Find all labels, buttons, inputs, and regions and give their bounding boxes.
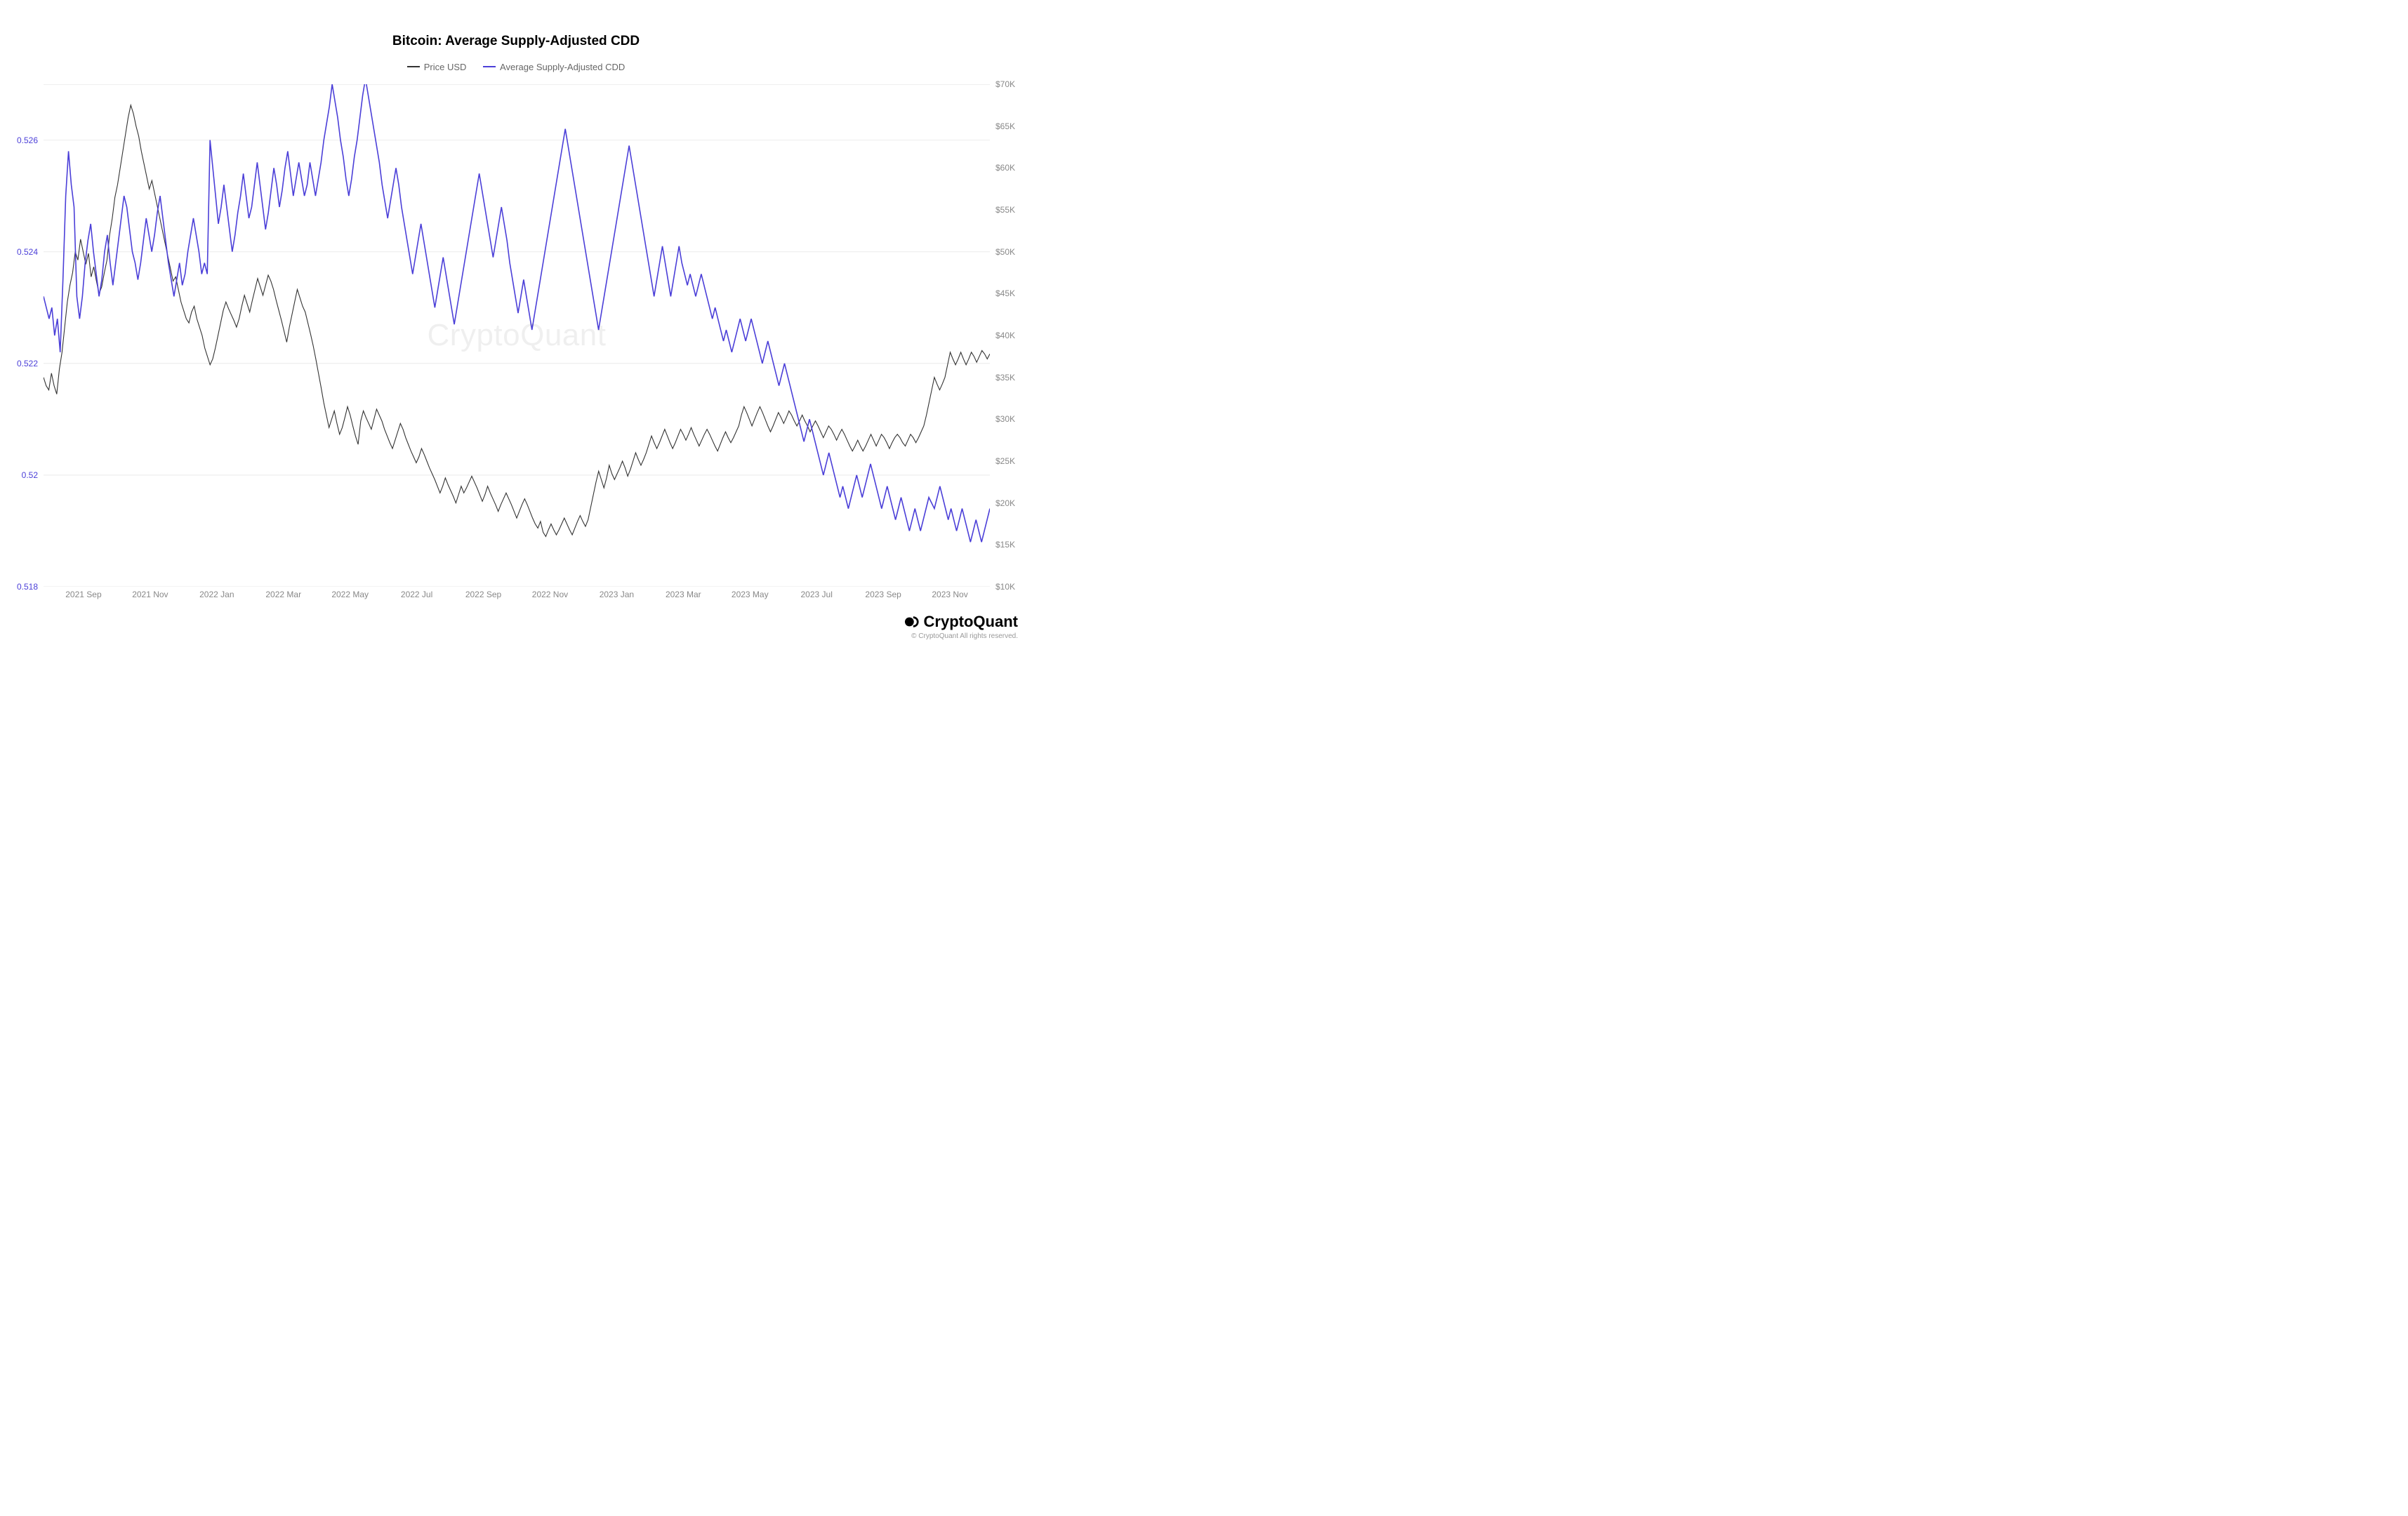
- legend-label-cdd: Average Supply-Adjusted CDD: [500, 62, 625, 72]
- x-tick: 2023 May: [732, 590, 769, 599]
- x-axis: 2021 Sep 2021 Nov 2022 Jan 2022 Mar 2022 May…: [44, 590, 990, 604]
- y-right-tick: $45K: [993, 288, 1032, 298]
- x-tick: 2022 Sep: [465, 590, 501, 599]
- x-tick: 2023 Jul: [800, 590, 832, 599]
- legend-swatch-price: [407, 66, 420, 67]
- brand-icon: [904, 614, 920, 630]
- legend-item-price: Price USD: [407, 62, 467, 72]
- y-left-tick: 0.524: [0, 247, 41, 257]
- x-tick: 2021 Sep: [65, 590, 101, 599]
- y-right-tick: $35K: [993, 373, 1032, 383]
- y-left-tick: 0.522: [0, 359, 41, 368]
- legend-label-price: Price USD: [424, 62, 467, 72]
- y-axis-right: $10K$15K$20K$25K$30K$35K$40K$45K$50K$55K…: [993, 84, 1032, 587]
- y-right-tick: $65K: [993, 121, 1032, 131]
- x-tick: 2022 May: [331, 590, 369, 599]
- x-tick: 2023 Jan: [600, 590, 634, 599]
- y-right-tick: $60K: [993, 163, 1032, 173]
- x-tick: 2023 Mar: [666, 590, 701, 599]
- y-right-tick: $40K: [993, 331, 1032, 340]
- x-tick: 2022 Jan: [199, 590, 234, 599]
- chart-legend: Price USD Average Supply-Adjusted CDD: [0, 59, 1032, 72]
- y-right-tick: $55K: [993, 205, 1032, 215]
- y-left-tick: 0.526: [0, 135, 41, 145]
- plot-area[interactable]: CryptoQuant: [44, 84, 990, 587]
- brand: CryptoQuant: [904, 613, 1018, 631]
- y-left-tick: 0.518: [0, 582, 41, 592]
- x-tick: 2023 Sep: [865, 590, 901, 599]
- x-tick: 2022 Jul: [401, 590, 432, 599]
- y-axis-left: 0.5180.520.5220.5240.526: [0, 84, 41, 587]
- y-right-tick: $20K: [993, 498, 1032, 508]
- brand-text: CryptoQuant: [924, 613, 1018, 631]
- y-right-tick: $25K: [993, 456, 1032, 466]
- chart-title: Bitcoin: Average Supply-Adjusted CDD: [0, 0, 1032, 49]
- x-tick: 2022 Nov: [532, 590, 568, 599]
- x-tick: 2023 Nov: [932, 590, 967, 599]
- copyright: © CryptoQuant All rights reserved.: [904, 632, 1018, 640]
- y-right-tick: $15K: [993, 540, 1032, 550]
- legend-swatch-cdd: [483, 66, 496, 67]
- y-right-tick: $70K: [993, 79, 1032, 89]
- x-tick: 2021 Nov: [132, 590, 168, 599]
- plot-svg: [44, 84, 990, 587]
- y-right-tick: $50K: [993, 247, 1032, 257]
- y-right-tick: $10K: [993, 582, 1032, 592]
- x-tick: 2022 Mar: [265, 590, 301, 599]
- y-right-tick: $30K: [993, 414, 1032, 424]
- footer: CryptoQuant © CryptoQuant All rights res…: [904, 613, 1018, 640]
- chart-container: Bitcoin: Average Supply-Adjusted CDD Pri…: [0, 0, 1032, 650]
- y-left-tick: 0.52: [0, 470, 41, 480]
- legend-item-cdd: Average Supply-Adjusted CDD: [483, 62, 625, 72]
